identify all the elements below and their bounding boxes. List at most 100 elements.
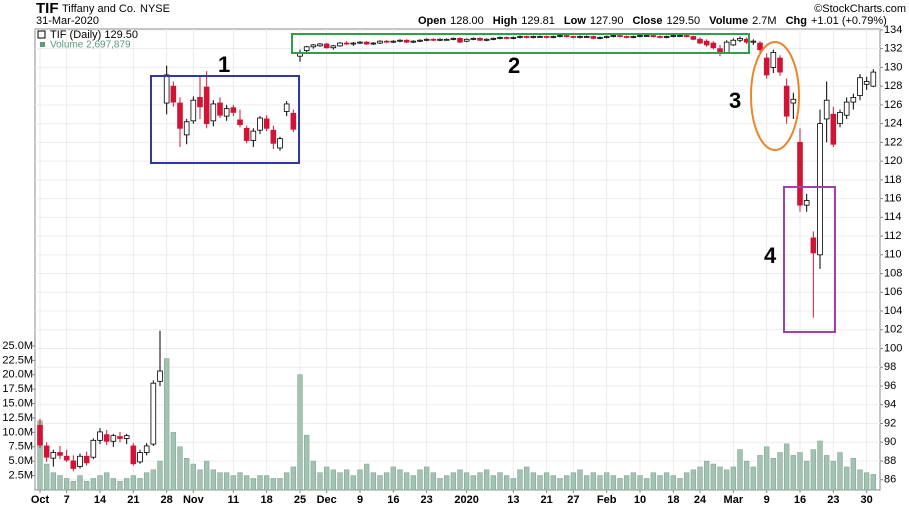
y2-tick-label: 20.0M [2,369,33,381]
candle-body [797,141,803,206]
volume-bar [290,466,297,491]
candle-body [323,43,330,49]
candle-body [77,455,83,467]
candle-body [577,36,583,38]
candle-body [863,81,870,85]
candle-body [50,452,57,459]
candle-body [337,42,343,47]
volume-bar [197,469,203,491]
x-tick-label: 16 [387,494,399,506]
candle-body [470,37,477,40]
volume-bar [283,472,290,491]
grid [32,29,883,493]
y-tick-label: 126 [884,99,902,111]
volume-bar [97,475,103,491]
volume-bar [170,432,177,491]
volume-bar [270,478,277,491]
y-tick-label: 116 [884,193,902,205]
volume-bar [90,478,97,491]
volume-bar [670,475,677,491]
volume-bar [563,475,570,491]
candle-body [630,36,637,38]
volume-bar [470,475,477,491]
x-tick-label: Dec [317,494,337,506]
quote-value: 129.50 [667,15,701,27]
candle-body [250,130,257,141]
volume-bar [703,460,710,491]
annotation: 2 [508,53,520,78]
volume-bar [343,469,350,491]
x-tick-label: 18 [667,494,679,506]
volume-bar [70,481,77,491]
candle-body [37,424,43,446]
candle-body [217,102,223,116]
x-tick-label: 30 [861,494,873,506]
candle-body [237,119,243,125]
annotation-box [291,33,750,54]
volume-bar [63,478,70,491]
volume-bar [837,452,843,491]
volume-bar [337,472,343,491]
candle-body [243,127,250,141]
candle-body [810,237,817,254]
candle-body [317,43,323,47]
volume-bar [823,455,830,491]
volume-bar [770,458,777,491]
volume-layer [37,358,877,491]
candle-body [670,35,677,37]
volume-bar [523,466,530,491]
x-tick-label: 25 [294,494,306,506]
y-tick-label: 120 [884,155,902,167]
volume-bar [610,475,617,491]
quote-label: Low [564,15,586,27]
annotation-box [783,186,836,333]
volume-bar [730,466,737,491]
date: 31-Mar-2020 [36,15,99,27]
volume-bar [490,475,497,491]
candle-body [530,36,537,38]
volume-bar [317,472,323,491]
candle-body [623,36,630,38]
candle-body [357,41,363,44]
y-tick-label: 90 [884,436,896,448]
candle-body [777,57,783,73]
volume-bar [57,475,63,491]
x-tick-label: 9 [357,494,363,506]
candle-body [203,86,210,125]
volume-bar [723,469,730,491]
volume-bar [330,469,337,491]
volume-bar [323,466,330,491]
candle-body [510,37,517,39]
y2-tick-label: 17.5M [2,383,33,395]
candle-body [483,38,490,41]
ticker: TIF [36,0,59,17]
candle-body [770,52,777,68]
volume-bar [310,460,317,491]
volume-bar [590,472,597,491]
candle-body [70,460,77,469]
volume-bar [737,449,743,491]
volume-bar [257,475,263,491]
candle-body [110,435,117,442]
candle-body [150,382,157,445]
volume-bar [817,440,823,491]
candle-body [103,434,110,442]
volume-bar [743,460,750,491]
candle-body [663,36,670,38]
volume-bar [763,446,770,491]
x-tick-label: 16 [794,494,806,506]
y-tick-label: 124 [884,118,902,130]
candle-body [843,101,850,116]
volume-bar [123,478,130,491]
candle-body [550,36,557,38]
candle-body [443,38,450,41]
quote-value: 128.00 [450,15,484,27]
volume-bar [410,475,417,491]
volume-bar [83,481,90,491]
x-tick-label: 23 [827,494,839,506]
candle-body [517,36,523,38]
volume-bar [450,472,457,491]
volume-bar [570,472,577,491]
y2-tick-label: 15.0M [2,397,33,409]
candle-body [690,36,697,40]
